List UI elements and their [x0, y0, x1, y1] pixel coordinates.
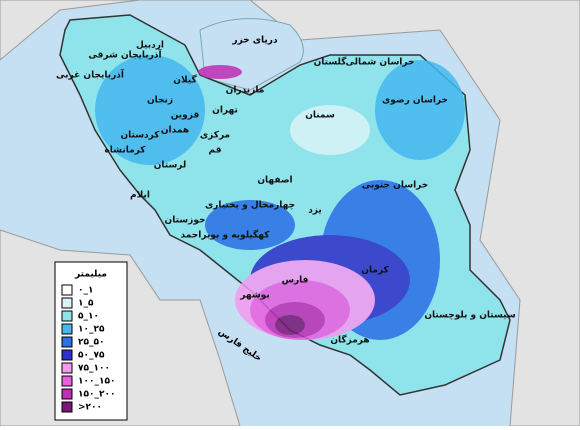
- province-label: آذربایجان شرقی: [88, 49, 162, 61]
- province-label: گیلان: [173, 74, 197, 86]
- legend-swatch: [61, 388, 73, 400]
- province-label: یزد: [308, 206, 322, 216]
- legend-label: ۱۰۰_۱۵۰: [78, 377, 115, 387]
- province-label: کرمان: [361, 266, 389, 276]
- legend-swatch: [61, 349, 73, 361]
- province-label: کرمانشاه: [104, 146, 146, 156]
- province-label: خوزستان: [165, 216, 206, 226]
- legend-label: ۷۵_۱۰۰: [78, 364, 110, 374]
- province-label: قزوین: [171, 111, 200, 121]
- legend-label: ۵۰_۷۵: [78, 351, 105, 361]
- province-label: هرمزگان: [330, 334, 369, 346]
- province-label: خراسان جنوبی: [362, 181, 429, 191]
- province-label: فارس: [282, 276, 309, 286]
- province-label: کهگیلویه و بویراحمد: [181, 229, 271, 241]
- legend-title: میلیمتر: [74, 270, 107, 280]
- rain-areas: [95, 55, 465, 340]
- legend-label: ۱۵۰_۲۰۰: [78, 390, 115, 400]
- province-label: آذربایجان غربی: [56, 69, 125, 81]
- province-label: اردبیل: [136, 41, 164, 51]
- province-label: اصفهان: [257, 176, 292, 186]
- legend-swatch: [61, 401, 73, 413]
- legend-swatch: [61, 336, 73, 348]
- province-label: سمنان: [305, 111, 335, 121]
- province-label: مرکزی: [200, 131, 230, 141]
- province-label: بوشهر: [239, 291, 269, 301]
- province-label: قم: [209, 146, 222, 156]
- legend-label: ۰_۱: [78, 286, 94, 296]
- province-label: چهارمحال و بختیاری: [205, 201, 295, 211]
- legend-swatch: [61, 297, 73, 309]
- province-label: خراسان شمالی: [346, 58, 415, 68]
- province-label: ایلام: [130, 191, 150, 201]
- legend-label: ۵_۱۰: [78, 312, 99, 322]
- sea-label: دریای خزر: [231, 36, 278, 46]
- province-label: گلستان: [314, 56, 348, 68]
- legend-swatch: [61, 375, 73, 387]
- legend-label: ۲۵_۵۰: [78, 338, 104, 348]
- legend-label: ۱_۵: [78, 299, 94, 309]
- legend-swatch: [61, 362, 73, 374]
- province-label: مازندران: [226, 86, 265, 96]
- legend-swatch: [61, 284, 73, 296]
- province-label: خراسان رضوی: [382, 96, 448, 106]
- legend-swatch: [61, 310, 73, 322]
- province-label: سیستان و بلوچستان: [424, 311, 516, 321]
- province-label: لرستان: [154, 161, 187, 171]
- legend-swatch: [61, 323, 73, 335]
- province-label: کردستان: [120, 131, 160, 141]
- legend-label: ۱۰_۲۵: [78, 325, 105, 335]
- legend-label: >۲۰۰: [78, 403, 102, 413]
- province-label: زنجان: [147, 96, 173, 106]
- province-label: تهران: [212, 106, 238, 116]
- province-label: همدان: [161, 126, 189, 136]
